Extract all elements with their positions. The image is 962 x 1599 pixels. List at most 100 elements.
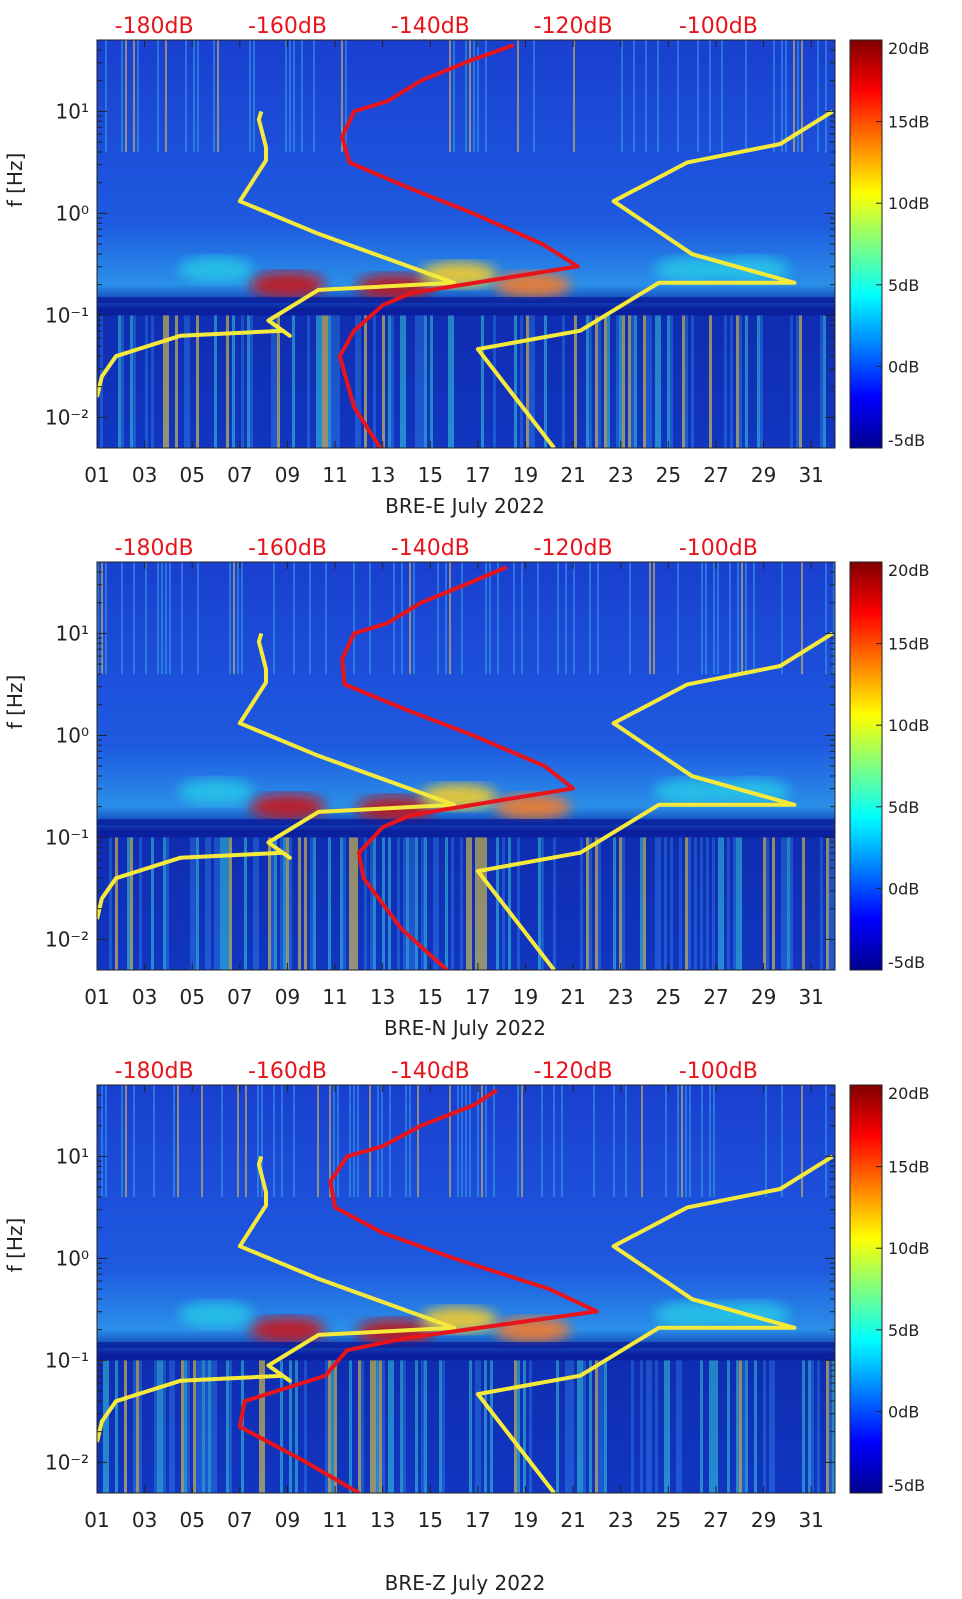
heatmap-cell xyxy=(597,562,599,675)
heatmap-cell xyxy=(199,315,202,448)
heatmap-cell xyxy=(796,315,799,448)
heatmap-cell xyxy=(249,40,251,153)
heatmap-cell xyxy=(211,1360,214,1493)
heatmap-cell xyxy=(148,315,151,448)
x-tick-label: 11 xyxy=(322,1508,347,1532)
heatmap-cell xyxy=(202,315,205,448)
plot-axes xyxy=(96,1084,836,1494)
x-tick-label: 15 xyxy=(418,1508,443,1532)
heatmap-cell xyxy=(622,315,625,448)
heatmap-cell xyxy=(124,837,127,970)
top-db-label: -120dB xyxy=(534,14,613,39)
heatmap-cell xyxy=(118,315,121,448)
heatmap-cell xyxy=(769,1360,772,1493)
heatmap-hotspot xyxy=(178,1301,255,1328)
heatmap-cell xyxy=(229,315,232,448)
heatmap-cell xyxy=(130,315,133,448)
heatmap-cell xyxy=(628,837,631,970)
heatmap-cell xyxy=(592,837,595,970)
top-db-label: -100dB xyxy=(679,1059,758,1084)
heatmap-cell xyxy=(679,1360,682,1493)
heatmap-cell xyxy=(103,315,106,448)
heatmap-cell xyxy=(820,315,823,448)
heatmap-cell xyxy=(700,1360,703,1493)
heatmap-cell xyxy=(573,562,575,675)
heatmap-cell xyxy=(220,1360,223,1493)
heatmap-cell xyxy=(709,837,712,970)
x-tick-label: 29 xyxy=(751,985,776,1009)
spectrogram-heatmap xyxy=(97,562,835,970)
heatmap-cell xyxy=(784,1360,787,1493)
heatmap-cell xyxy=(757,1360,760,1493)
heatmap-cell xyxy=(787,837,790,970)
heatmap-cell xyxy=(232,315,235,448)
colorbar-tick-label: 5dB xyxy=(888,798,919,817)
heatmap-cell xyxy=(550,837,553,970)
heatmap-cell xyxy=(757,315,760,448)
heatmap-cell xyxy=(778,315,781,448)
heatmap-cell xyxy=(409,315,412,448)
heatmap-cell xyxy=(256,837,259,970)
heatmap-cell xyxy=(328,315,331,448)
heatmap-cell xyxy=(796,1360,799,1493)
heatmap-cell xyxy=(697,40,699,153)
heatmap-cell xyxy=(346,837,349,970)
heatmap-cell xyxy=(370,837,373,970)
heatmap-cell xyxy=(382,1360,385,1493)
heatmap-cell xyxy=(136,315,139,448)
heatmap-cell xyxy=(805,315,808,448)
heatmap-cell xyxy=(478,1360,481,1493)
heatmap-cell xyxy=(115,837,118,970)
heatmap-cell xyxy=(379,1360,382,1493)
heatmap-cell xyxy=(829,315,832,448)
heatmap-cell xyxy=(445,837,448,970)
heatmap-cell xyxy=(449,1085,451,1198)
heatmap-cell xyxy=(667,1360,670,1493)
heatmap-cell xyxy=(485,562,487,675)
spectrogram-heatmap xyxy=(97,40,835,448)
x-tick-labels: 01 03 05 07 09 11 13 15 17 19 21 23 25 27 29 31 xyxy=(84,463,824,487)
heatmap-cell xyxy=(461,1085,463,1198)
top-db-labels: -180dB -160dB -140dB -120dB -100dB xyxy=(115,536,758,561)
heatmap-cell xyxy=(163,315,166,448)
heatmap-cell xyxy=(229,562,231,675)
heatmap-cell xyxy=(355,1360,358,1493)
heatmap-cell xyxy=(448,315,451,448)
heatmap-cell xyxy=(589,837,592,970)
heatmap-cell xyxy=(583,1360,586,1493)
heatmap-cell xyxy=(677,562,679,675)
heatmap-cell xyxy=(157,562,159,675)
heatmap-cell xyxy=(377,1085,379,1198)
heatmap-cell xyxy=(301,837,304,970)
heatmap-cell xyxy=(262,1360,265,1493)
x-tick-label: 03 xyxy=(132,985,157,1009)
heatmap-cell xyxy=(729,562,731,675)
heatmap-cell xyxy=(417,1085,419,1198)
heatmap-cell xyxy=(526,837,529,970)
heatmap-cell xyxy=(622,1360,625,1493)
heatmap-cell xyxy=(829,1360,832,1493)
heatmap-cell xyxy=(340,315,343,448)
heatmap-cell xyxy=(505,1360,508,1493)
heatmap-cell xyxy=(333,1085,335,1198)
heatmap-cell xyxy=(295,315,298,448)
heatmap-cell xyxy=(677,1085,679,1198)
heatmap-cell xyxy=(577,1360,580,1493)
colorbar-tick-label: 10dB xyxy=(888,194,930,213)
heatmap-cell xyxy=(394,1360,397,1493)
heatmap-cell xyxy=(526,315,529,448)
heatmap-cell xyxy=(106,1360,109,1493)
heatmap-cell xyxy=(109,837,112,970)
heatmap-cell xyxy=(477,40,479,153)
heatmap-cell xyxy=(658,315,661,448)
heatmap-cell xyxy=(451,315,454,448)
heatmap-cell xyxy=(508,837,511,970)
heatmap-cell xyxy=(337,315,340,448)
heatmap-cell xyxy=(223,315,226,448)
heatmap-cell xyxy=(640,315,643,448)
x-tick-label: 19 xyxy=(513,1508,538,1532)
heatmap-cell xyxy=(697,837,700,970)
heatmap-cell xyxy=(349,1360,352,1493)
heatmap-cell xyxy=(154,1360,157,1493)
heatmap-cell xyxy=(793,315,796,448)
